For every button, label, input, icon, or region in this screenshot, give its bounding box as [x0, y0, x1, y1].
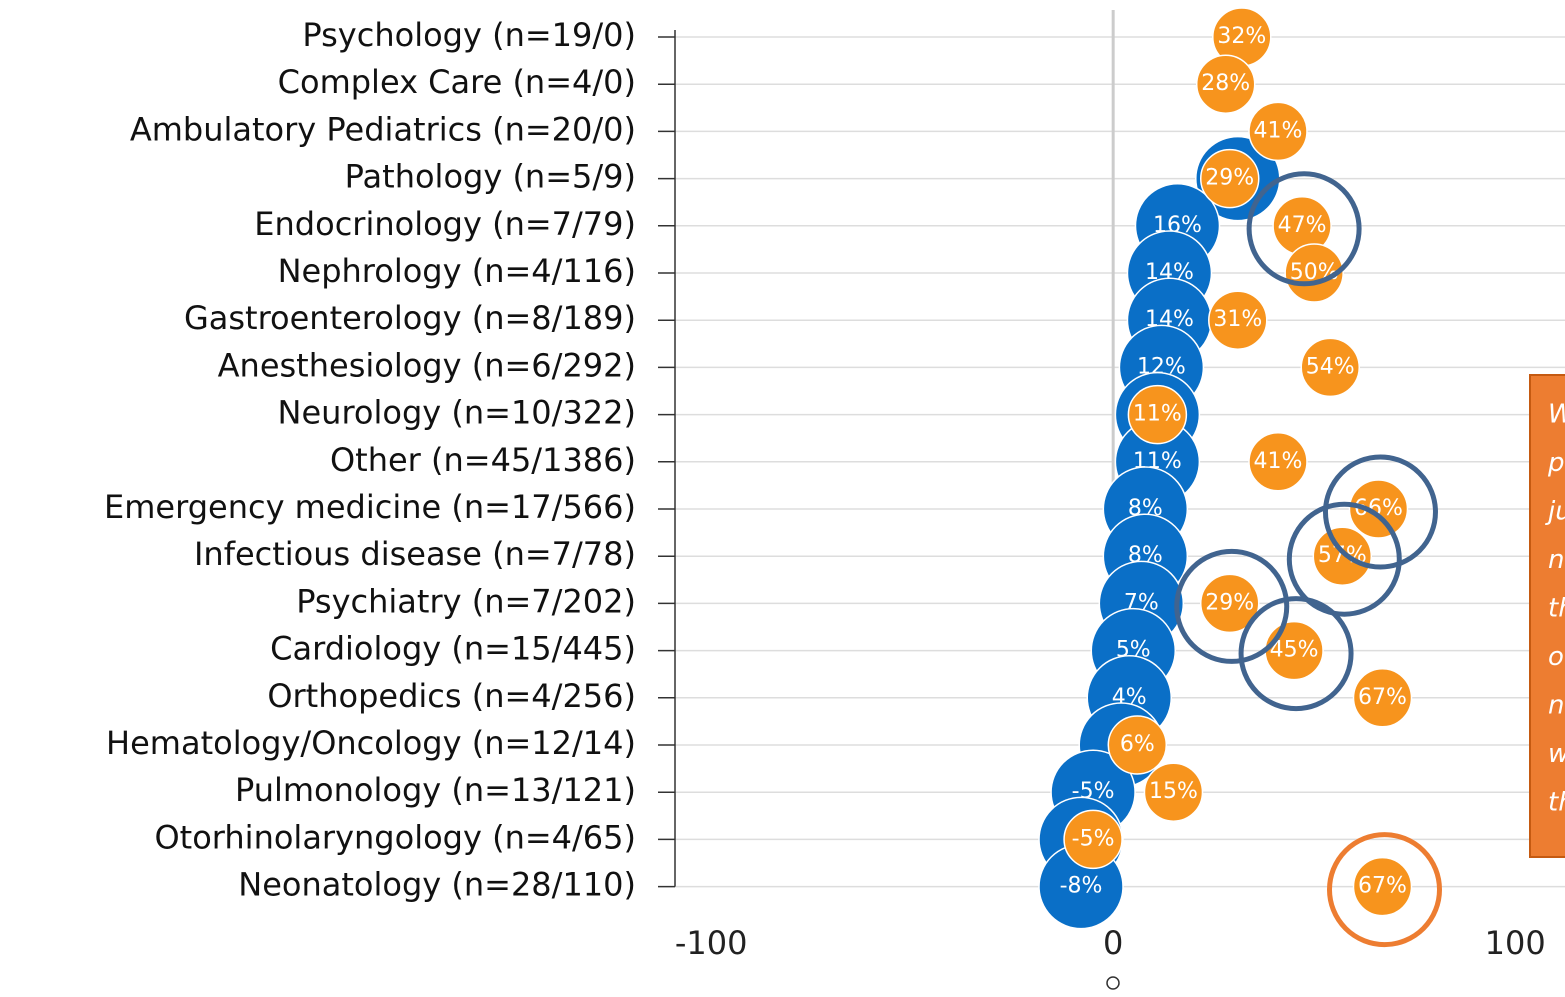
- value-label: 15%: [1149, 779, 1198, 804]
- y-tick-label: Neonatology (n=28/110): [238, 866, 636, 904]
- y-tick-label: Psychiatry (n=7/202): [296, 582, 636, 620]
- y-tick-label: Psychology (n=19/0): [302, 16, 636, 54]
- bubble: [1199, 148, 1260, 209]
- annotation-text: W: [1548, 400, 1565, 430]
- x-tick-label: 100: [1485, 924, 1546, 962]
- bubble: [1063, 809, 1123, 870]
- annotation-text: w: [1548, 739, 1565, 769]
- value-label: 31%: [1213, 307, 1262, 332]
- y-tick-label: Emergency medicine (n=17/566): [104, 488, 636, 526]
- y-tick-label: Pathology (n=5/9): [345, 158, 636, 196]
- highlight-ring: [1238, 596, 1354, 712]
- annotation-text: o: [1548, 642, 1564, 672]
- value-label: 29%: [1205, 166, 1254, 191]
- value-label: 41%: [1254, 449, 1303, 474]
- y-tick-label: Cardiology (n=15/445): [270, 630, 636, 668]
- y-tick-label: Pulmonology (n=13/121): [235, 771, 636, 809]
- bubble: [1208, 290, 1268, 350]
- bubble: [1352, 856, 1413, 917]
- highlight-ring: [1286, 501, 1402, 617]
- value-label: 54%: [1306, 354, 1355, 379]
- bubble: [1300, 337, 1360, 398]
- y-tick-label: Gastroenterology (n=8/189): [184, 299, 636, 337]
- x-tick-label: -100: [675, 924, 748, 962]
- highlight-ring: [1326, 832, 1442, 948]
- y-tick-label: Neurology (n=10/322): [278, 394, 636, 432]
- annotation-text: p: [1547, 448, 1565, 478]
- bubble: [1352, 668, 1413, 728]
- y-tick-label: Endocrinology (n=7/79): [254, 205, 636, 243]
- y-tick-label: Ambulatory Pediatrics (n=20/0): [130, 110, 636, 148]
- highlight-ring: [1174, 548, 1290, 664]
- annotation-text: n: [1548, 691, 1564, 721]
- bubble: [1127, 384, 1188, 445]
- annotation-text: th: [1548, 788, 1565, 818]
- bubble: [1195, 54, 1256, 114]
- y-tick-label: Other (n=45/1386): [330, 441, 636, 479]
- value-label: 67%: [1358, 874, 1407, 899]
- value-label: 28%: [1201, 71, 1250, 96]
- value-label: 11%: [1133, 402, 1182, 427]
- annotation-text: th: [1548, 594, 1565, 624]
- annotation-box: [1529, 374, 1565, 858]
- value-label: 47%: [1278, 213, 1327, 238]
- highlight-ring: [1246, 171, 1362, 287]
- y-tick-label: Hematology/Oncology (n=12/14): [106, 724, 636, 762]
- y-tick-label: Infectious disease (n=7/78): [194, 535, 636, 573]
- bubble: [1248, 432, 1308, 492]
- value-label: 67%: [1358, 685, 1407, 710]
- bubble: [1284, 243, 1344, 303]
- bubble: [1312, 526, 1373, 586]
- bubble: [1107, 715, 1168, 775]
- bubble: [1348, 479, 1409, 539]
- annotation-text: n: [1548, 545, 1564, 575]
- x-tick-label: 0: [1103, 924, 1123, 962]
- y-tick-label: Orthopedics (n=4/256): [267, 677, 636, 715]
- highlight-ring: [1322, 454, 1438, 570]
- bubble: [1248, 101, 1308, 162]
- value-label: 29%: [1205, 590, 1254, 615]
- bubble: [1143, 762, 1204, 822]
- value-label: 32%: [1217, 24, 1266, 49]
- y-tick-label: Nephrology (n=4/116): [278, 252, 636, 290]
- y-tick-label: Complex Care (n=4/0): [278, 63, 636, 101]
- value-label: 41%: [1254, 118, 1303, 143]
- value-label: -5%: [1072, 826, 1115, 851]
- annotation-text: ju: [1545, 497, 1565, 527]
- value-label: -8%: [1060, 874, 1103, 899]
- y-tick-label: Otorhinolaryngology (n=4/65): [154, 818, 636, 856]
- axis-marker: [1106, 976, 1120, 990]
- value-label: 6%: [1120, 732, 1155, 757]
- y-tick-label: Anesthesiology (n=6/292): [218, 346, 636, 384]
- bubble: [1199, 573, 1260, 634]
- value-label: 45%: [1270, 638, 1319, 663]
